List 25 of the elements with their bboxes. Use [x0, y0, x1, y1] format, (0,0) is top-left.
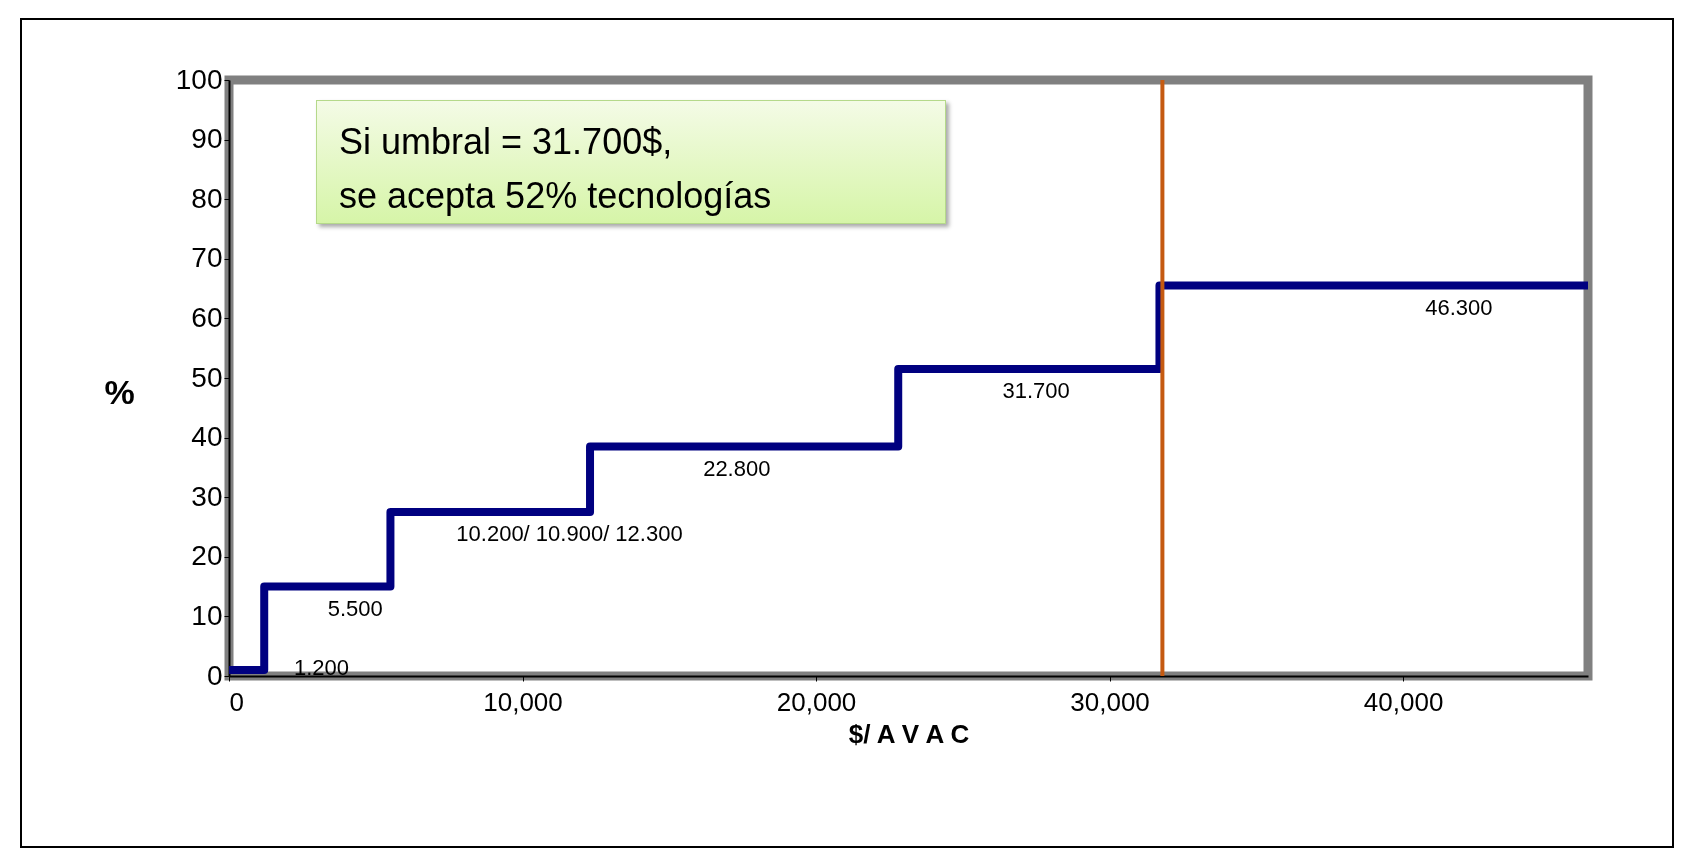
x-tick-label: 10,000 [483, 686, 563, 717]
x-axis-title: $/ A V A C [848, 718, 970, 749]
y-tick-label: 30 [191, 480, 223, 512]
y-tick-label: 20 [191, 540, 223, 572]
annotation: 10.200/ 10.900/ 12.300 [456, 521, 683, 547]
y-tick-label: 100 [175, 63, 223, 95]
annotation: 5.500 [327, 595, 383, 621]
x-tick-label: 0 [229, 686, 244, 717]
y-axis-title: % [104, 372, 135, 411]
annotation: 46.300 [1425, 294, 1493, 320]
annotation: 31.700 [1002, 378, 1070, 404]
y-tick-label: 80 [191, 182, 223, 214]
annotation: 22.800 [703, 455, 771, 481]
y-tick-label: 50 [191, 361, 223, 393]
y-tick-label: 40 [191, 421, 223, 453]
x-tick-label: 30,000 [1070, 686, 1150, 717]
annotation: 1.200 [294, 655, 350, 681]
y-tick-label: 0 [206, 659, 223, 691]
callout-box: Si umbral = 31.700$, se acepta 52% tecnologías [316, 100, 946, 224]
y-tick-label: 60 [191, 301, 223, 333]
y-tick-label: 90 [191, 123, 223, 155]
x-tick-label: 20,000 [776, 686, 857, 717]
y-tick-label: 70 [191, 242, 223, 274]
x-tick-label: 40,000 [1363, 686, 1444, 717]
y-tick-label: 10 [191, 599, 223, 631]
